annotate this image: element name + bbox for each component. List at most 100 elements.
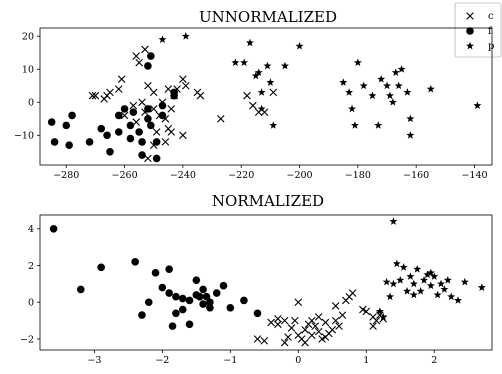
plot-frame — [39, 214, 493, 351]
series-p — [158, 32, 482, 139]
point-p — [433, 290, 442, 299]
plot-panel-unnormalized: −280 −260 −240 −220 −200 −180 −160 −140 −10 0 10 20 — [14, 27, 493, 181]
x-tick-label: −180 — [345, 170, 371, 181]
point-p — [375, 307, 384, 315]
plot-frame — [39, 27, 493, 166]
point-p — [430, 272, 439, 280]
point-c — [294, 298, 303, 307]
point-c — [152, 128, 161, 136]
plot-panel-normalized: −3 −2 −1 0 1 2 −2 0 2 4 — [20, 214, 493, 366]
point-c — [196, 91, 205, 100]
point-f — [226, 303, 235, 312]
point-p — [280, 61, 289, 70]
legend-label-p: p — [488, 41, 494, 52]
y-tick-label: 0 — [28, 298, 34, 309]
point-f — [114, 111, 123, 120]
point-f — [253, 309, 262, 318]
point-c — [274, 320, 282, 329]
point-f — [178, 294, 187, 303]
point-f — [126, 134, 135, 143]
point-p — [406, 131, 415, 139]
point-f — [144, 105, 152, 113]
point-c — [291, 316, 299, 325]
point-p — [386, 292, 395, 301]
point-p — [181, 32, 190, 40]
point-f — [158, 111, 167, 120]
series-p — [375, 217, 486, 321]
point-c — [274, 314, 282, 323]
point-c — [114, 85, 123, 93]
x-tick-label: −280 — [53, 170, 79, 181]
x-tick-label: 2 — [431, 355, 437, 366]
point-f — [138, 151, 146, 159]
point-f — [170, 88, 178, 97]
point-f — [65, 141, 73, 149]
point-p — [399, 263, 408, 271]
point-c — [141, 45, 149, 54]
point-p — [447, 292, 456, 301]
point-f — [199, 285, 207, 294]
point-p — [391, 68, 400, 76]
point-f — [97, 124, 106, 133]
x-tick-label: 1 — [363, 355, 369, 366]
point-p — [269, 121, 278, 129]
point-p — [473, 101, 482, 109]
point-p — [406, 272, 415, 280]
point-p — [394, 81, 403, 90]
point-p — [396, 276, 405, 284]
point-c — [287, 324, 296, 332]
x-tick-label: −3 — [87, 355, 101, 366]
series-f — [47, 52, 178, 163]
point-c — [260, 337, 269, 345]
point-p — [454, 296, 463, 304]
point-f — [152, 138, 161, 146]
x-tick-label: −160 — [403, 170, 429, 181]
x-tick-label: 0 — [295, 355, 301, 366]
y-tick-label: 2 — [28, 261, 34, 272]
x-tick-label: −260 — [112, 170, 138, 181]
point-p — [440, 285, 449, 293]
point-f — [168, 322, 177, 330]
point-f — [138, 138, 146, 146]
point-f — [97, 263, 105, 272]
point-c — [311, 322, 320, 330]
point-c — [301, 326, 309, 334]
point-f — [185, 320, 194, 329]
point-f — [147, 121, 155, 130]
point-c — [182, 81, 190, 90]
chart-title-unnormalized: UNNORMALIZED — [199, 8, 337, 26]
point-p — [377, 74, 386, 83]
point-p — [257, 88, 266, 96]
point-p — [409, 290, 418, 299]
point-c — [179, 75, 187, 83]
point-c — [100, 95, 108, 103]
point-f — [85, 138, 94, 146]
x-tick-label: −2 — [155, 355, 169, 366]
point-f — [199, 300, 207, 308]
x-tick-label: −1 — [223, 355, 237, 366]
point-c — [280, 338, 289, 347]
point-p — [426, 281, 435, 290]
point-c — [117, 75, 126, 83]
point-f — [50, 138, 59, 146]
point-c — [149, 105, 158, 113]
point-c — [217, 114, 225, 123]
point-p — [397, 65, 406, 73]
point-f — [195, 292, 204, 301]
point-c — [129, 101, 138, 110]
point-f — [219, 281, 228, 290]
point-c — [138, 98, 146, 107]
point-p — [443, 276, 452, 284]
point-c — [253, 335, 262, 343]
y-tick-label: 10 — [22, 65, 34, 76]
point-c — [372, 316, 381, 325]
point-f — [144, 298, 153, 307]
point-p — [385, 91, 394, 100]
point-f — [158, 101, 167, 110]
point-c — [331, 302, 340, 310]
point-p — [251, 71, 260, 80]
point-c — [301, 338, 309, 347]
legend-marker-f — [466, 27, 474, 35]
point-f — [131, 258, 139, 266]
point-f — [106, 147, 114, 156]
